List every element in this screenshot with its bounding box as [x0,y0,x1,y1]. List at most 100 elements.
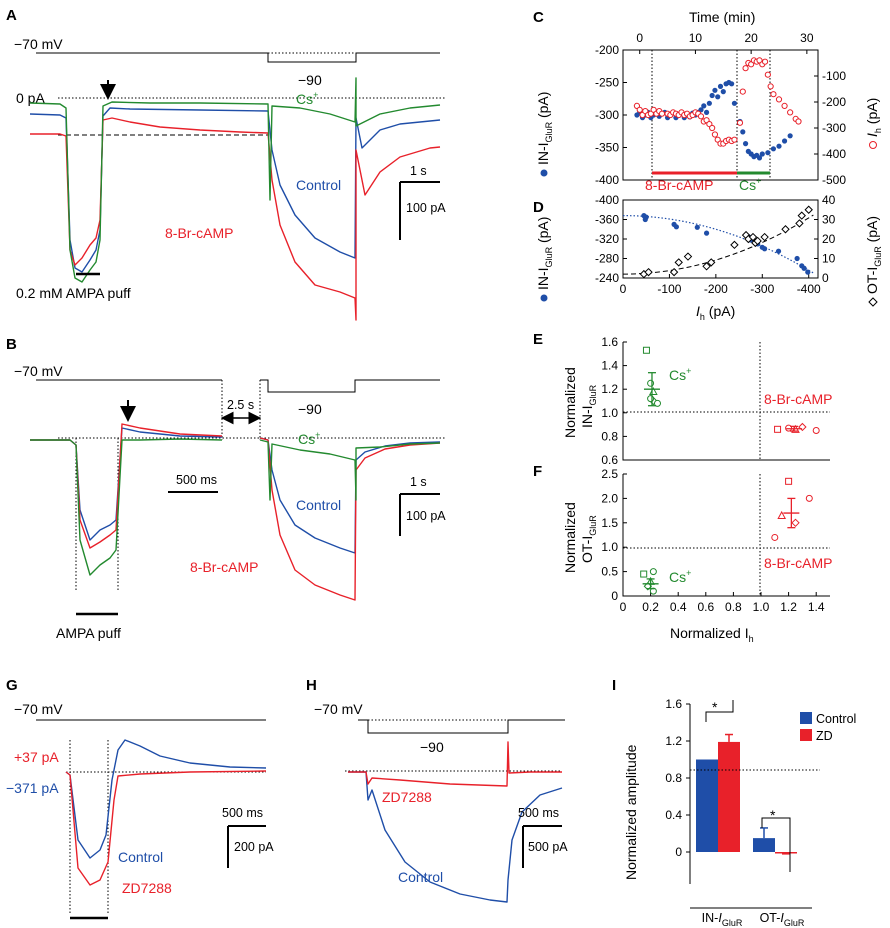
panel-h-label: H [306,677,317,694]
panel-d: D 0 -100 -200 -300 -400 -400 -360 -320 -280 -240… [533,193,883,322]
legend-label: Control [816,712,856,726]
data-point [706,100,712,106]
panel-i-y-axis-label: Normalized amplitude [623,744,639,880]
data-point [709,124,716,132]
panel-b-gap-label: 2.5 s [227,398,254,412]
data-point [812,427,820,434]
data-point [781,225,790,234]
panel-i-label: I [612,677,616,694]
svg-text:OT-IGluR (pA): OT-IGluR (pA) [864,216,883,294]
panel-d-plot-frame [622,199,819,279]
panel-e-8br-label: 8-Br-cAMP [764,391,832,407]
x-tick-label: 1.0 [753,600,770,614]
panel-i-sig-bracket-2 [761,817,791,872]
panel-c-left-axis-label: IN-IGluR (pA) [535,92,554,177]
data-point [775,248,782,254]
y-tick-label: 1.5 [601,516,618,530]
data-point [703,109,710,115]
panel-a-scale-time: 1 s [410,164,427,178]
x-tick-label: 0.2 [642,600,659,614]
y-tick-label: -100 [822,69,846,83]
x-tick-label: 0.4 [670,600,687,614]
panel-b-8br-label: 8-Br-cAMP [190,559,258,575]
x-tick-label: -400 [797,282,821,296]
y-tick-label: 0 [675,845,682,859]
panel-d-fit-in [622,215,814,274]
panel-f-points [640,477,813,595]
x-tick-label: 20 [744,31,758,45]
y-tick-label: -400 [822,147,846,161]
data-point [787,133,793,139]
y-tick-label: -280 [595,252,619,266]
panel-h-holding-potential: −70 mV [314,701,363,717]
x-tick-label: -100 [657,282,681,296]
panel-i: I 0 0.4 0.8 1.2 1.6 * * IN-IGluR OT-IGluR Con… [612,677,856,928]
x-tick-label: 0 [620,600,627,614]
category-label: OT-IGluR [760,911,805,928]
panel-i-sig-bracket-1 [705,700,734,722]
data-point [739,88,746,95]
panel-a-scale-bar [399,181,440,240]
panel-a-trace-cs [29,77,441,283]
panel-d-points [639,205,813,279]
panel-h-zd-label: ZD7288 [382,789,432,805]
panel-b-step-potential: −90 [298,401,322,417]
panel-d-left-axis-label: IN-IGluR (pA) [535,217,554,302]
panel-d-y-left-ticks: -400 -360 -320 -280 -240 [595,193,627,285]
data-point [742,141,749,147]
panel-b-label: B [6,336,17,353]
y-tick-label: 0.4 [665,808,682,822]
data-point [781,138,788,144]
data-point [701,103,707,109]
panel-d-right-axis-label: OT-IGluR (pA) [864,216,883,307]
panel-a-holding-potential: −70 mV [14,36,63,52]
x-tick-label: 0.8 [725,600,742,614]
y-tick-label: -500 [822,173,846,187]
data-point [731,100,738,106]
data-point [642,346,650,354]
y-tick-label: -300 [822,121,846,135]
panel-h-scale-ms: 500 ms [518,806,559,820]
data-point [797,211,806,220]
panel-c-y-left-ticks: -200 -250 -300 -350 -400 [595,43,627,187]
x-tick-label: 0 [620,282,627,296]
data-point [804,205,813,214]
data-point [731,136,738,143]
data-point [798,422,807,432]
panel-h-voltage-protocol [358,719,565,734]
data-point [776,143,782,149]
data-point [683,252,693,261]
x-tick-label: 0.6 [697,600,714,614]
data-point [742,65,749,72]
panel-c-top-axis-label: Time (min) [689,9,755,25]
y-tick-label: 40 [822,193,836,207]
data-point [697,113,705,120]
panel-b-scale-current: 100 pA [406,509,446,523]
data-point [715,94,721,100]
panel-c-label: C [533,9,544,26]
panel-g-scale-bar [227,825,266,868]
panel-a-trace-8br [30,117,441,321]
data-point [761,58,769,65]
panel-h-step-potential: −90 [420,739,444,755]
panel-f-y-axis-label: Normalized OT-IGluR [562,502,598,573]
data-point [647,395,655,403]
panel-d-fit-ot [622,214,814,275]
panel-e-points [642,346,820,434]
x-tick-label: -300 [750,282,774,296]
x-tick-label: -200 [704,282,728,296]
x-tick-label: 1.2 [780,600,797,614]
data-point [765,150,771,156]
y-tick-label: 1.2 [665,734,682,748]
panel-e: E 1.6 1.4 1.2 1.0 0.8 0.6 Cs+ 8-Br-cAMP Norma… [533,331,832,467]
panel-g-guides [66,740,266,915]
y-tick-label: -300 [595,108,619,122]
panel-d-x-ticks: 0 -100 -200 -300 -400 [620,274,821,296]
panel-f: F 2.5 2.0 1.5 1.0 0.5 0 0 0.2 0.4 0.6 0.8 1.0 1.2 1.… [533,463,832,644]
panel-g-trace-control [65,739,267,859]
panel-g-trace-zd [65,770,267,886]
panel-i-bars [696,733,797,855]
panel-e-cs-label: Cs+ [669,366,691,383]
panel-a-trace-control [29,107,441,273]
